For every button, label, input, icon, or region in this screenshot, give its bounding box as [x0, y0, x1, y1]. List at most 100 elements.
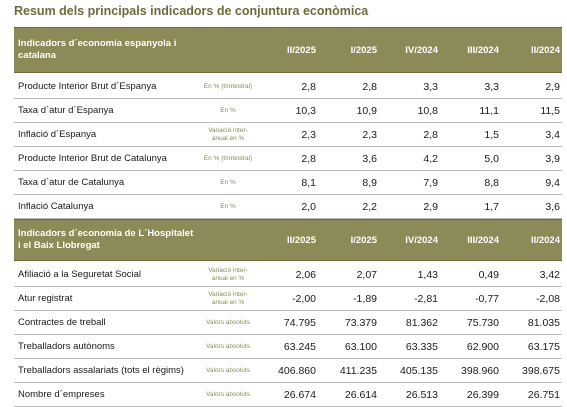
- row-unit: En % (trimestral): [203, 154, 253, 162]
- value-cell: 2,07: [356, 268, 377, 281]
- value-cell: 10,3: [295, 104, 316, 117]
- row-unit: Variació inter-anual en %: [208, 290, 248, 306]
- section2-header: Indicadors d´economia de L´Hospitalet i …: [14, 219, 562, 261]
- indicators-table: Indicadors d´economia espanyola i catala…: [14, 27, 562, 407]
- table-row: Inflació d´Espanya Variació inter-anual e…: [14, 123, 562, 147]
- row-unit: Variació inter-anual en %: [208, 126, 248, 142]
- value-cell: 3,3: [484, 80, 499, 93]
- value-cell: 2,3: [362, 128, 377, 141]
- table-row: Treballadors assalariats (tots el règims…: [14, 359, 562, 383]
- value-cell: 3,6: [545, 200, 560, 213]
- column-header: III/2024: [467, 234, 499, 246]
- table-row: Inflació Catalunya En % 2,0 2,2 2,9 1,7 3,6: [14, 195, 562, 219]
- value-cell: 2,9: [423, 200, 438, 213]
- value-cell: -2,81: [414, 292, 438, 305]
- value-cell: 81.035: [527, 316, 560, 329]
- column-header: I/2025: [350, 44, 377, 56]
- row-label: Taxa d´atur de Catalunya: [18, 177, 125, 188]
- column-header: III/2024: [467, 44, 499, 56]
- value-cell: 2,06: [295, 268, 316, 281]
- value-cell: 26.674: [283, 388, 316, 401]
- value-cell: 411.235: [339, 364, 377, 377]
- value-cell: 62.900: [466, 340, 499, 353]
- section1-header-label: Indicadors d´economia espanyola i catala…: [18, 38, 177, 61]
- value-cell: 398.960: [461, 364, 499, 377]
- row-label: Treballadors assalariats (tots el règims…: [18, 365, 184, 376]
- value-cell: -2,08: [536, 292, 560, 305]
- value-cell: 26.399: [466, 388, 499, 401]
- row-label: Contractes de treball: [18, 317, 106, 328]
- value-cell: 75.730: [466, 316, 499, 329]
- value-cell: 2,2: [362, 200, 377, 213]
- value-cell: 8,8: [484, 176, 499, 189]
- table-row: Producte Interior Brut d´Espanya En % (tr…: [14, 75, 562, 99]
- table-row: Afiliació a la Seguretat Social Variació …: [14, 263, 562, 287]
- row-unit: Variació inter-anual en %: [208, 266, 248, 282]
- value-cell: 5,0: [484, 152, 499, 165]
- value-cell: 63.100: [344, 340, 377, 353]
- value-cell: 2,8: [301, 152, 316, 165]
- value-cell: 2,9: [545, 80, 560, 93]
- value-cell: 3,4: [545, 128, 560, 141]
- value-cell: 26.614: [344, 388, 377, 401]
- value-cell: 8,9: [362, 176, 377, 189]
- value-cell: 3,3: [423, 80, 438, 93]
- table-row: Taxa d´atur d´Espanya En % 10,3 10,9 10,8 11,…: [14, 99, 562, 123]
- value-cell: -2,00: [292, 292, 316, 305]
- row-label: Nombre d´empreses: [18, 389, 105, 400]
- table-row: Contractes de treball Valors absoluts 74.7…: [14, 311, 562, 335]
- column-header: II/2024: [530, 44, 560, 56]
- row-label: Afiliació a la Seguretat Social: [18, 269, 142, 280]
- value-cell: 0,49: [478, 268, 499, 281]
- value-cell: 2,8: [423, 128, 438, 141]
- row-label: Producte Interior Brut d´Espanya: [18, 81, 157, 92]
- value-cell: 7,9: [423, 176, 438, 189]
- value-cell: -1,89: [353, 292, 377, 305]
- row-unit: Valors absoluts: [206, 342, 250, 350]
- value-cell: 2,0: [301, 200, 316, 213]
- value-cell: 2,3: [301, 128, 316, 141]
- column-header: IV/2024: [405, 44, 438, 56]
- value-cell: 405.135: [400, 364, 438, 377]
- column-header: IV/2024: [405, 234, 438, 246]
- table-row: Treballadors autònoms Valors absoluts 63.2…: [14, 335, 562, 359]
- value-cell: -0,77: [475, 292, 499, 305]
- value-cell: 63.335: [405, 340, 438, 353]
- section1-header: Indicadors d´economia espanyola i catala…: [14, 27, 562, 73]
- value-cell: 3,9: [545, 152, 560, 165]
- row-unit: Valors absoluts: [206, 318, 250, 326]
- column-header: II/2024: [530, 234, 560, 246]
- table-row: Atur registrat Variació inter-anual en % -…: [14, 287, 562, 311]
- value-cell: 3,6: [362, 152, 377, 165]
- row-unit: En % (trimestral): [203, 82, 253, 90]
- column-header: II/2025: [286, 44, 316, 56]
- value-cell: 1,43: [417, 268, 438, 281]
- value-cell: 11,1: [479, 104, 499, 117]
- value-cell: 63.175: [527, 340, 560, 353]
- value-cell: 10,9: [356, 104, 377, 117]
- value-cell: 74.795: [283, 316, 316, 329]
- column-header: II/2025: [286, 234, 316, 246]
- row-label: Treballadors autònoms: [18, 341, 115, 352]
- page-title: Resum dels principals indicadors de conj…: [14, 4, 369, 18]
- row-label: Atur registrat: [18, 293, 73, 304]
- table-row: Taxa d´atur de Catalunya En % 8,1 8,9 7,9 8,8…: [14, 171, 562, 195]
- row-label: Inflació Catalunya: [18, 201, 94, 212]
- value-cell: 4,2: [423, 152, 438, 165]
- row-unit: Valors absoluts: [206, 390, 250, 398]
- value-cell: 63.245: [283, 340, 316, 353]
- table-row: Nombre d´empreses Valors absoluts 26.674 26…: [14, 383, 562, 407]
- table-row: Producte Interior Brut de Catalunya En % …: [14, 147, 562, 171]
- value-cell: 398.675: [522, 364, 560, 377]
- row-label: Producte Interior Brut de Catalunya: [18, 153, 167, 164]
- value-cell: 9,4: [545, 176, 560, 189]
- value-cell: 406.860: [278, 364, 316, 377]
- value-cell: 26.513: [405, 388, 438, 401]
- value-cell: 2,8: [362, 80, 377, 93]
- row-unit: En %: [220, 106, 236, 114]
- row-label: Taxa d´atur d´Espanya: [18, 105, 114, 116]
- row-unit: Valors absoluts: [206, 366, 250, 374]
- value-cell: 81.362: [405, 316, 438, 329]
- value-cell: 73.379: [344, 316, 377, 329]
- value-cell: 1,7: [484, 200, 499, 213]
